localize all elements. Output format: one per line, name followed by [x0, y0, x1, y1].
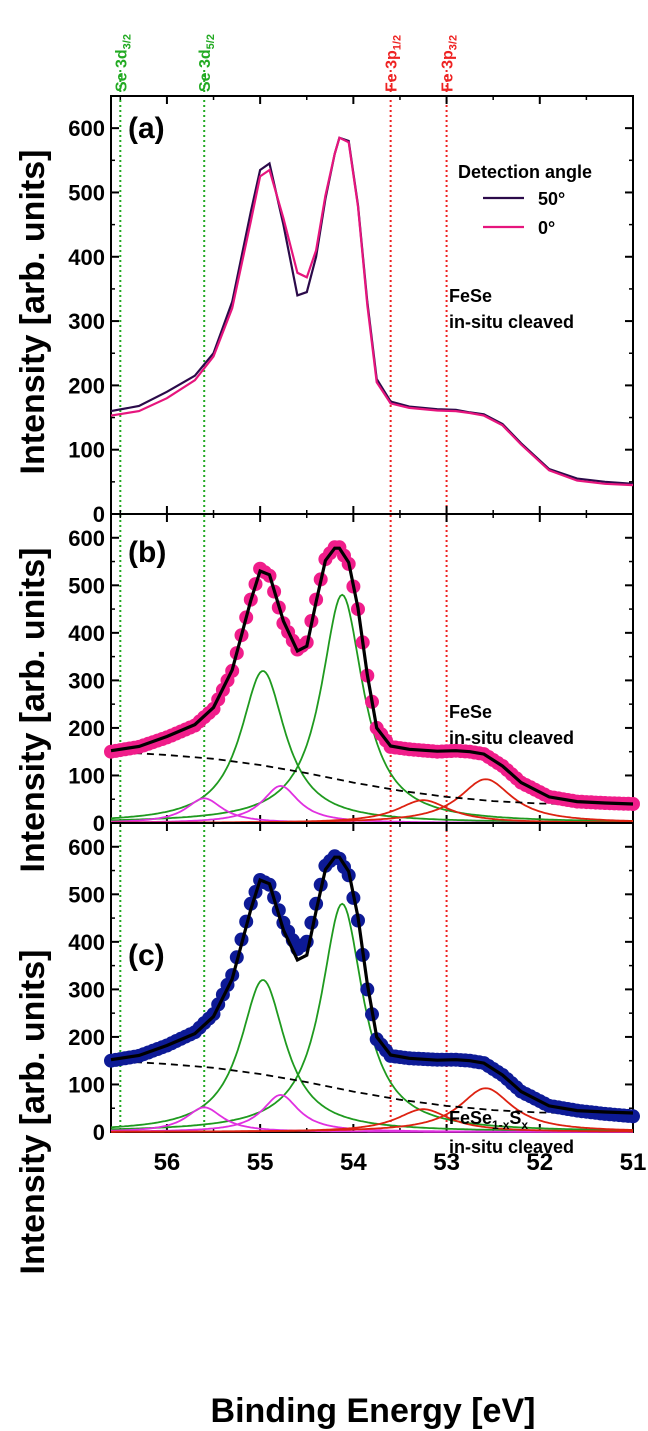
plot-frame-a — [110, 95, 634, 515]
sample-label-b-line2: in-situ cleaved — [449, 728, 574, 748]
y-tick-label: 100 — [68, 438, 105, 463]
legend-label-50: 50° — [538, 189, 565, 209]
y-tick-label: 400 — [68, 930, 105, 955]
reference-label-3: Fe 3p3/2 — [440, 35, 460, 92]
y-axis-label-c: Intensity [arb. units] — [14, 950, 52, 1275]
y-tick-label: 300 — [68, 309, 105, 334]
y-tick-label: 600 — [68, 116, 105, 141]
reference-lines: Se 3d3/2 Se 3d5/2 Fe 3p1/2 Fe 3p3/2 — [113, 34, 460, 1132]
background-curve — [110, 1059, 634, 1115]
x-tick-label: 54 — [340, 1149, 367, 1176]
sample-label-c-line1: FeSe1-xSx — [449, 1108, 528, 1132]
panel-label-c: (c) — [128, 939, 165, 972]
y-tick-label: 100 — [68, 1072, 105, 1097]
y-tick-label: 400 — [68, 245, 105, 270]
panels: 0100200300400500600010020030040050060001… — [68, 95, 640, 1145]
y-tick-label: 100 — [68, 763, 105, 788]
y-tick-label: 0 — [93, 1120, 105, 1145]
x-tick-label: 56 — [154, 1149, 181, 1176]
sample-label-b-line1: FeSe — [449, 702, 492, 722]
sample-label-a-line1: FeSe — [449, 286, 492, 306]
y-tick-label: 200 — [68, 1025, 105, 1050]
y-tick-label: 200 — [68, 373, 105, 398]
legend-title: Detection angle — [458, 162, 592, 182]
fit-curve — [110, 855, 634, 1115]
y-axis-label-b: Intensity [arb. units] — [14, 548, 52, 873]
component-peak-3 — [111, 1093, 633, 1133]
reference-label-0: Se 3d3/2 — [113, 34, 133, 92]
series-line-0deg — [110, 136, 634, 487]
y-tick-label: 500 — [68, 573, 105, 598]
x-tick-label: 52 — [526, 1149, 553, 1176]
plot-frame-c — [110, 822, 634, 1133]
component-peak-5 — [111, 1087, 634, 1133]
x-tick-label: 51 — [620, 1149, 647, 1176]
background-curve — [110, 750, 634, 806]
panel-b: 0 100 200 300 400 500 600 — [68, 513, 640, 836]
panel-c: 0 100 200 300 400 500 600 — [68, 822, 640, 1145]
x-tick-labels: 56 55 54 53 52 51 — [154, 1149, 647, 1176]
reference-label-2: Fe 3p1/2 — [384, 35, 404, 92]
panel-label-b: (b) — [128, 536, 166, 569]
y-tick-label: 600 — [68, 835, 105, 860]
x-tick-label: 53 — [433, 1149, 460, 1176]
legend-label-0: 0° — [538, 218, 555, 238]
plot-frame-b — [110, 513, 634, 824]
y-tick-label: 400 — [68, 621, 105, 646]
y-tick-label: 300 — [68, 977, 105, 1002]
y-tick-label: 200 — [68, 716, 105, 741]
y-axis-label-a: Intensity [arb. units] — [14, 150, 52, 475]
y-tick-label: 500 — [68, 180, 105, 205]
panel-label-a: (a) — [128, 112, 165, 145]
x-axis-label: Binding Energy [eV] — [211, 1392, 536, 1430]
y-tick-label: 300 — [68, 668, 105, 693]
y-tick-label: 500 — [68, 882, 105, 907]
y-tick-label: 0 — [93, 811, 105, 836]
reference-label-1: Se 3d5/2 — [197, 34, 217, 92]
sample-label-a-line2: in-situ cleaved — [449, 312, 574, 332]
y-tick-label: 0 — [93, 502, 105, 527]
sample-label-c-line2: in-situ cleaved — [449, 1137, 574, 1157]
x-tick-label: 55 — [247, 1149, 274, 1176]
y-tick-label: 600 — [68, 526, 105, 551]
fit-curve — [110, 546, 634, 806]
